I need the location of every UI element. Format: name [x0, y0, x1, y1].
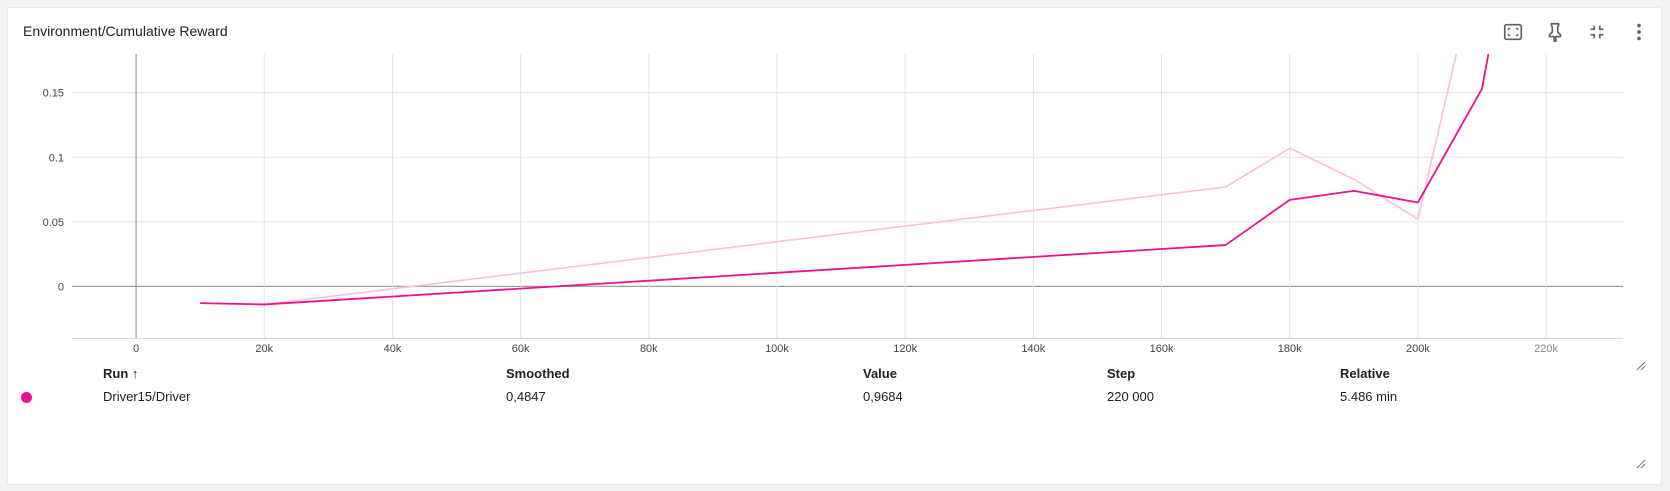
more-vert-icon: [1637, 23, 1641, 41]
card-toolbar: [1501, 20, 1651, 44]
x-tick-label: 120k: [893, 343, 917, 355]
x-tick-label: 160k: [1150, 343, 1174, 355]
fit-domain-button[interactable]: [1501, 20, 1525, 44]
cell-smoothed: 0,4847: [506, 389, 546, 404]
card-title: Environment/Cumulative Reward: [23, 23, 228, 39]
header-relative[interactable]: Relative: [1340, 366, 1390, 381]
chart-card: Environment/Cumulative Reward: [7, 7, 1662, 485]
cell-value: 0,9684: [863, 389, 903, 404]
x-tick-label: 0: [133, 343, 139, 355]
x-tick-label: 100k: [765, 343, 789, 355]
more-options-button[interactable]: [1627, 20, 1651, 44]
collapse-button[interactable]: [1585, 20, 1609, 44]
x-tick-label: 80k: [640, 343, 658, 355]
x-tick-label: 60k: [512, 343, 530, 355]
y-tick-label: 0.15: [43, 88, 64, 100]
y-tick-label: 0: [58, 281, 64, 293]
x-tick-label: 200k: [1406, 343, 1430, 355]
cell-run: Driver15/Driver: [103, 389, 191, 404]
x-tick-label: 220k: [1534, 343, 1558, 355]
series-line-smoothed: [200, 54, 1490, 306]
y-tick-label: 0.05: [43, 217, 64, 229]
resize-handle-icon[interactable]: [1636, 459, 1646, 469]
series-line-raw: [200, 54, 1458, 306]
cell-relative: 5.486 min: [1340, 389, 1398, 404]
collapse-icon: [1590, 25, 1604, 39]
header-step[interactable]: Step: [1107, 366, 1136, 381]
header-value[interactable]: Value: [863, 366, 897, 381]
cell-step: 220 000: [1107, 389, 1154, 404]
run-color-dot: [21, 392, 32, 403]
x-tick-label: 40k: [384, 343, 402, 355]
pin-icon: [1548, 22, 1562, 42]
x-tick-label: 140k: [1021, 343, 1045, 355]
y-tick-label: 0.1: [49, 152, 64, 164]
pin-button[interactable]: [1543, 20, 1567, 44]
x-tick-label: 20k: [255, 343, 273, 355]
fit-domain-icon: [1503, 23, 1523, 41]
header-run[interactable]: Run ↑: [103, 366, 139, 381]
resize-handle-icon[interactable]: [1636, 361, 1646, 371]
header-smoothed[interactable]: Smoothed: [506, 366, 570, 381]
x-tick-label: 180k: [1278, 343, 1302, 355]
